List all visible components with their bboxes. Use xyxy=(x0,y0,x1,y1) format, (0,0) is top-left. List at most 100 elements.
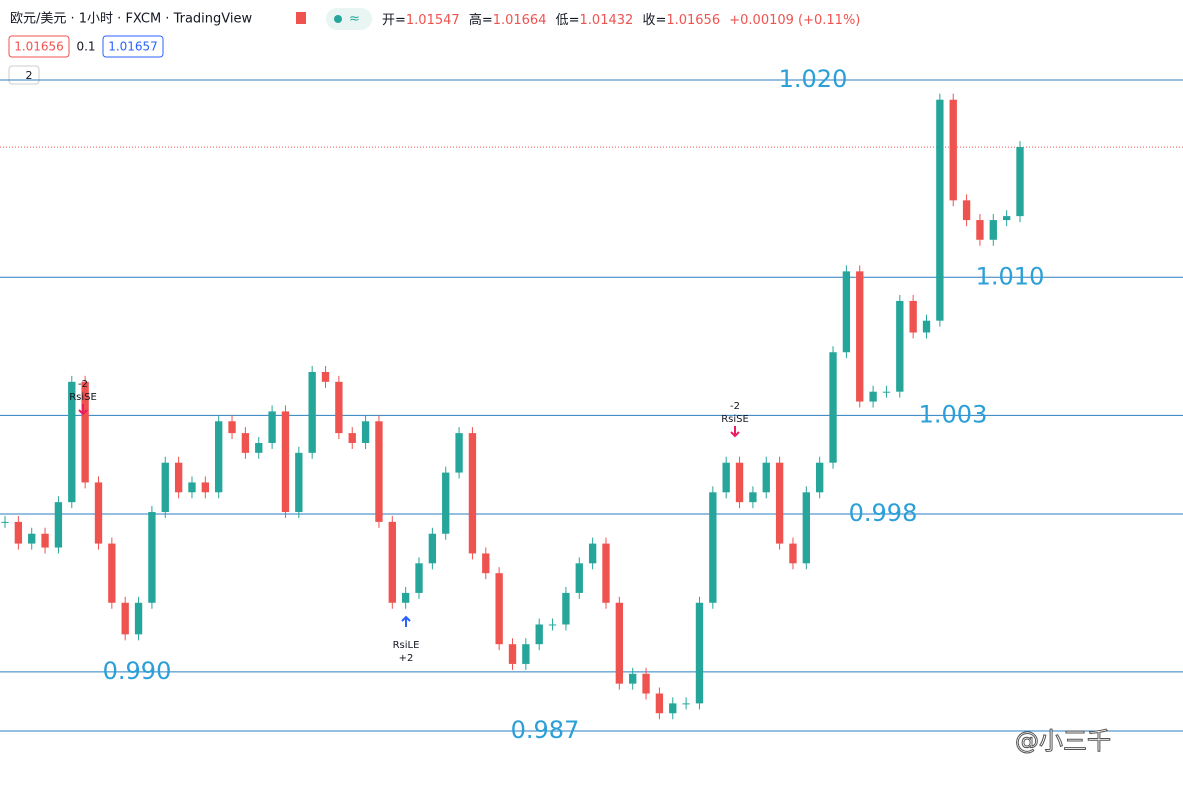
candle xyxy=(762,462,770,493)
candle xyxy=(1002,216,1011,221)
candle xyxy=(174,462,183,493)
signal-arrow xyxy=(78,404,88,416)
candle xyxy=(308,371,316,453)
candle xyxy=(188,482,196,493)
low-label: 低= xyxy=(556,13,580,28)
signal-text: -2 xyxy=(78,379,88,390)
status xyxy=(326,8,372,30)
candle xyxy=(896,300,904,392)
candle xyxy=(94,482,103,544)
candle xyxy=(722,462,730,493)
high-label: 高= xyxy=(469,12,493,28)
watermark: @小三千 xyxy=(1015,727,1111,755)
indicator-toggle[interactable] xyxy=(8,65,40,85)
open: 1.01547 xyxy=(406,13,460,28)
candle xyxy=(54,502,63,548)
candle xyxy=(134,602,143,635)
candle xyxy=(295,452,303,513)
signal-text: RsiLE xyxy=(393,640,420,651)
candle xyxy=(682,703,690,705)
indicator-count[interactable]: 2 xyxy=(26,69,33,82)
candle xyxy=(949,99,957,201)
signal-arrow xyxy=(401,615,411,627)
candle xyxy=(201,482,210,493)
level-label: 1.010 xyxy=(976,262,1045,290)
candle xyxy=(482,553,490,574)
candle xyxy=(41,533,49,548)
close: 1.01656 xyxy=(666,13,720,28)
candle xyxy=(882,391,891,393)
candle xyxy=(335,381,343,434)
ask[interactable]: 1.01657 xyxy=(108,40,158,54)
candle xyxy=(455,433,463,473)
candle xyxy=(28,533,36,544)
candle xyxy=(428,533,437,564)
candle xyxy=(442,472,450,534)
candle xyxy=(602,543,610,603)
candle xyxy=(588,543,597,564)
candle xyxy=(936,99,944,321)
candle xyxy=(108,543,116,603)
candle xyxy=(388,521,396,603)
candle xyxy=(829,352,837,463)
level-label: 1.020 xyxy=(779,65,848,93)
open-label: 开= xyxy=(382,13,406,28)
candle xyxy=(789,543,797,564)
candle xyxy=(669,703,677,714)
signal-text: -2 xyxy=(730,401,740,412)
candle xyxy=(228,421,236,434)
high: 1.01664 xyxy=(493,13,547,28)
signal-text: RsiSE xyxy=(721,414,749,425)
candle xyxy=(121,602,129,635)
level-label: 0.987 xyxy=(511,716,580,744)
candle xyxy=(655,693,664,714)
candle xyxy=(775,462,784,544)
candle xyxy=(802,492,810,564)
status-icon: ≈ xyxy=(349,12,360,27)
close-label: 收= xyxy=(642,13,666,28)
candle xyxy=(695,602,704,704)
candle xyxy=(215,421,223,493)
signal-text: RsiSE xyxy=(69,392,97,403)
candle xyxy=(856,271,864,402)
buy-box[interactable] xyxy=(102,35,164,58)
candle xyxy=(148,512,156,603)
ohlc: 开=1.01547 高=1.01664 低=1.01432 收=1.01656 … xyxy=(382,12,860,28)
bid[interactable]: 1.01656 xyxy=(14,40,64,54)
status-dot xyxy=(334,15,342,23)
candle xyxy=(735,462,744,503)
candle xyxy=(922,320,931,333)
symbol[interactable]: 欧元/美元 · 1小时 · FXCM · TradingView xyxy=(10,12,252,27)
candle xyxy=(241,433,250,453)
candle xyxy=(962,200,971,221)
candle xyxy=(815,462,824,493)
candle xyxy=(615,602,624,684)
candle xyxy=(161,462,169,513)
candle xyxy=(869,391,877,402)
candle xyxy=(575,563,583,593)
signal-arrow xyxy=(730,426,740,438)
candle xyxy=(268,411,276,443)
candle xyxy=(642,673,650,694)
candle xyxy=(522,644,530,664)
candle xyxy=(321,371,330,382)
candle xyxy=(976,220,984,240)
candle xyxy=(255,442,263,453)
candle xyxy=(535,624,543,645)
low: 1.01432 xyxy=(580,13,634,28)
candle xyxy=(909,300,917,333)
signal-text: +2 xyxy=(399,653,414,664)
candle xyxy=(375,421,383,522)
candle xyxy=(361,421,370,443)
candle xyxy=(842,271,851,353)
flag[interactable] xyxy=(296,12,306,24)
candle xyxy=(508,644,517,664)
candle xyxy=(749,492,757,503)
level-label: 0.998 xyxy=(849,499,918,527)
sell-box[interactable] xyxy=(8,35,70,58)
candle xyxy=(709,492,717,603)
change: +0.00109 (+0.11%) xyxy=(729,13,860,28)
level-label: 0.990 xyxy=(103,657,172,685)
level-label: 1.003 xyxy=(919,400,988,428)
